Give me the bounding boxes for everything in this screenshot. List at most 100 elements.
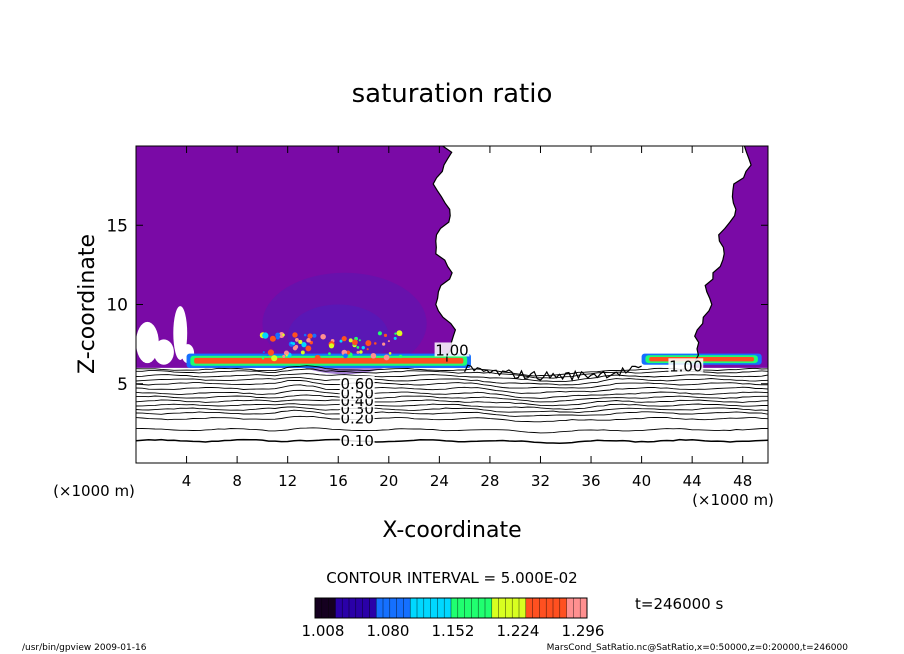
saturation-speckle bbox=[366, 348, 369, 351]
cloud-band-left-max bbox=[194, 357, 464, 364]
x-tick-label: 16 bbox=[329, 472, 348, 490]
contour-line-ragged bbox=[464, 364, 642, 382]
colorbar-cell bbox=[491, 598, 499, 618]
colorbar-cell bbox=[464, 598, 472, 618]
contour-line bbox=[136, 409, 768, 417]
colorbar-tick-label: 1.224 bbox=[497, 622, 540, 640]
higher-saturation-haze bbox=[287, 304, 389, 368]
higher-saturation-haze bbox=[262, 272, 427, 375]
saturation-speckle bbox=[285, 354, 288, 357]
colorbar-cell bbox=[519, 598, 527, 618]
footer-left: /usr/bin/gpview 2009-01-16 bbox=[22, 643, 147, 653]
saturation-speckle bbox=[339, 339, 343, 343]
contour-label: 1.00 bbox=[669, 357, 702, 375]
contour-line bbox=[136, 415, 768, 423]
footer-right: MarsCond_SatRatio.nc@SatRatio,x=0:50000,… bbox=[547, 643, 849, 653]
x-tick-label: 48 bbox=[733, 472, 752, 490]
contour-line bbox=[136, 438, 768, 445]
colorbar-cell bbox=[553, 598, 561, 618]
colorbar-cell bbox=[451, 598, 459, 618]
saturation-speckle bbox=[387, 340, 390, 343]
colorbar-cell bbox=[566, 598, 574, 618]
saturation-speckle bbox=[346, 350, 351, 355]
saturation-speckle bbox=[275, 332, 281, 338]
x-axis: 4 8 12 16 20 24 28 32 36 40 44 48 bbox=[182, 146, 752, 490]
colorbar-cell bbox=[362, 598, 370, 618]
colorbar-tick-label: 1.296 bbox=[562, 622, 605, 640]
colorbar-cell bbox=[485, 598, 493, 618]
saturation-speckle bbox=[262, 332, 269, 339]
colorbar-cell bbox=[580, 598, 588, 618]
contour-label: 0.10 bbox=[340, 432, 373, 450]
colorbar-cell bbox=[417, 598, 425, 618]
colorbar-cell bbox=[403, 598, 411, 618]
saturation-speckle bbox=[282, 333, 285, 337]
colorbar-cell bbox=[389, 598, 397, 618]
saturation-speckle bbox=[292, 332, 298, 338]
saturation-speckle bbox=[267, 349, 275, 356]
colorbar-cell bbox=[498, 598, 506, 618]
y-axis-unit: (×1000 m) bbox=[53, 482, 135, 500]
colorbar-cell bbox=[546, 598, 554, 618]
y-tick-label: 10 bbox=[106, 296, 128, 316]
y-axis-label: Z-coordinate bbox=[75, 234, 100, 374]
colorbar-cell bbox=[505, 598, 513, 618]
colorbar-cell bbox=[342, 598, 350, 618]
saturation-speckle bbox=[358, 339, 361, 342]
saturation-speckle bbox=[305, 345, 312, 352]
colorbar-cell bbox=[328, 598, 336, 618]
saturation-speckle bbox=[266, 353, 269, 357]
saturation-speckle bbox=[398, 354, 403, 359]
colorbar-cell bbox=[335, 598, 343, 618]
contour-line bbox=[136, 394, 768, 403]
contour-line bbox=[136, 406, 768, 414]
colorbar-cell bbox=[423, 598, 431, 618]
saturation-speckle bbox=[383, 354, 390, 361]
saturation-speckle bbox=[312, 333, 317, 338]
saturation-speckle bbox=[361, 345, 365, 350]
colorbar-cell bbox=[532, 598, 540, 618]
supersaturated-region-right bbox=[689, 146, 768, 368]
saturation-speckle bbox=[370, 352, 377, 359]
saturation-speckle bbox=[393, 336, 397, 340]
contour-label-bg bbox=[668, 358, 704, 373]
x-tick-label: 4 bbox=[182, 472, 192, 490]
colorbar-cell bbox=[349, 598, 357, 618]
colorbar-cell bbox=[355, 598, 363, 618]
contour-label: 1.00 bbox=[435, 341, 468, 359]
saturation-speckle bbox=[328, 343, 335, 349]
saturation-speckle bbox=[388, 352, 392, 355]
plot-area bbox=[136, 146, 768, 445]
contour-labels: 0.100.200.300.400.500.601.001.00 bbox=[339, 341, 704, 450]
contour-line bbox=[136, 403, 768, 410]
saturation-speckle bbox=[382, 342, 386, 346]
saturation-speckle bbox=[300, 350, 305, 355]
saturation-speckle bbox=[269, 335, 276, 342]
saturation-speckle bbox=[356, 345, 360, 349]
contour-line-1.00 bbox=[694, 146, 752, 362]
subsaturated-pocket bbox=[153, 339, 174, 365]
contour-line-1.00 bbox=[432, 146, 457, 362]
contour-line bbox=[136, 379, 768, 389]
contour-line bbox=[136, 427, 768, 434]
filled-regions bbox=[136, 146, 768, 375]
saturation-speckle bbox=[303, 333, 307, 337]
time-label: t=246000 s bbox=[635, 595, 723, 613]
contour-line bbox=[136, 399, 768, 407]
x-tick-label: 12 bbox=[278, 472, 297, 490]
saturation-speckle bbox=[365, 340, 372, 347]
colorbar-tick-label: 1.152 bbox=[432, 622, 475, 640]
saturation-speckle bbox=[377, 331, 382, 336]
colorbar-cell bbox=[430, 598, 438, 618]
saturation-speckle bbox=[383, 333, 388, 337]
saturation-speckle bbox=[301, 342, 307, 348]
saturation-speckle bbox=[295, 338, 299, 342]
contour-label-bg bbox=[339, 375, 375, 390]
saturation-speckle bbox=[278, 332, 285, 338]
saturation-speckle bbox=[283, 350, 289, 356]
x-axis-unit: (×1000 m) bbox=[692, 491, 774, 509]
chart-title: saturation ratio bbox=[352, 79, 553, 109]
colorbar-cell bbox=[559, 598, 567, 618]
saturation-speckle bbox=[271, 355, 278, 362]
